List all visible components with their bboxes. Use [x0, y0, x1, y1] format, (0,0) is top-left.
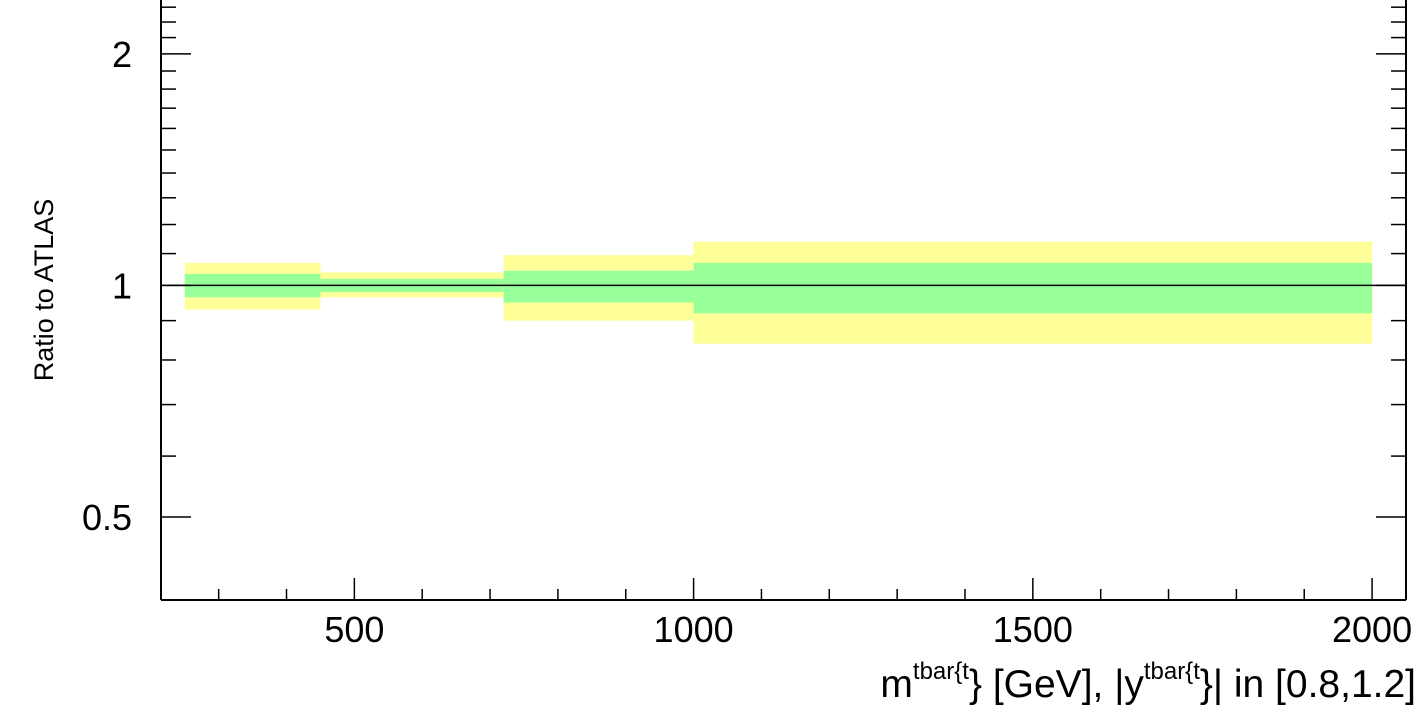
plot-axes: [160, 0, 1407, 601]
y-tick-label: 2: [112, 34, 132, 75]
y-tick-label: 1: [112, 265, 132, 306]
x-title-sup1: tbar{t: [913, 658, 969, 685]
x-title-sup2: tbar{t: [1144, 658, 1200, 685]
x-tick-label: 1500: [993, 609, 1073, 650]
x-tick-label: 1000: [654, 609, 734, 650]
x-axis-title: mtbar{t} [GeV], |ytbar{t}| in [0.8,1.2]: [880, 658, 1416, 706]
x-title-part2: } [GeV], |y: [969, 663, 1144, 706]
y-tick-label: 0.5: [82, 497, 132, 538]
inner-band-2: [503, 270, 694, 303]
x-tick-label: 500: [324, 609, 384, 650]
x-title-part1: m: [880, 663, 913, 706]
uncertainty-bands: [184, 241, 1373, 344]
x-tick-label: 2000: [1332, 609, 1412, 650]
x-title-part3: }| in [0.8,1.2]: [1200, 663, 1416, 706]
y-axis-title: Ratio to ATLAS: [29, 199, 59, 382]
inner-band-3: [693, 262, 1373, 314]
tick-labels: 500 1000 1500 2000 0.5 1 2: [82, 34, 1412, 650]
